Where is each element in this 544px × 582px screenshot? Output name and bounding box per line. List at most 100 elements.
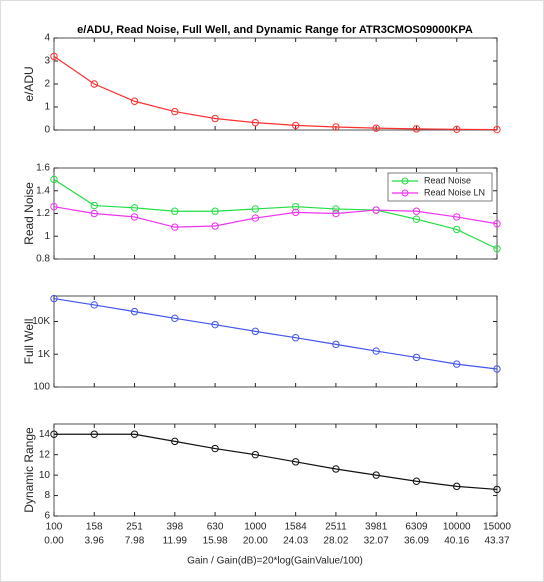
data-point — [332, 340, 340, 349]
data-point — [171, 223, 179, 231]
data-point — [372, 124, 380, 132]
y-tick-label: 1.4 — [36, 185, 50, 196]
data-point — [171, 107, 179, 116]
x-tick-sublabel: 36.09 — [404, 536, 429, 547]
x-tick-sublabel: 20.00 — [243, 536, 268, 547]
data-point — [372, 471, 380, 479]
data-point — [453, 225, 461, 234]
y-tick-label: 12 — [39, 449, 51, 460]
data-point — [130, 204, 139, 212]
data-point — [291, 208, 300, 217]
data-point — [171, 437, 179, 446]
y-tick-label: 0 — [44, 125, 50, 136]
data-point — [90, 209, 98, 218]
data-point — [412, 125, 421, 133]
x-tick-label: 3981 — [365, 522, 388, 533]
data-point — [493, 220, 501, 228]
plot-area — [53, 37, 498, 131]
data-point — [90, 430, 98, 438]
data-point — [211, 207, 219, 215]
y-tick-label: 6 — [44, 511, 50, 522]
chart-title: e/ADU, Read Noise, Full Well, and Dynami… — [77, 24, 473, 36]
data-point — [453, 482, 461, 491]
data-point — [493, 365, 501, 373]
data-point — [171, 314, 179, 323]
data-point — [493, 245, 501, 253]
data-point — [493, 125, 501, 134]
data-point — [251, 327, 260, 336]
y-tick-label: 0.8 — [36, 254, 50, 265]
data-line — [53, 298, 498, 370]
data-point — [211, 114, 219, 123]
x-tick-label: 158 — [86, 522, 103, 533]
legend-marker — [401, 189, 409, 197]
x-tick-sublabel: 28.02 — [323, 536, 348, 547]
data-point — [332, 123, 340, 131]
y-tick-label: 10K — [32, 316, 50, 327]
data-point — [50, 430, 58, 438]
data-point — [291, 202, 300, 211]
x-tick-label: 6309 — [405, 522, 428, 533]
legend-marker — [401, 177, 409, 185]
data-point — [291, 458, 300, 466]
x-tick-label: 10000 — [443, 522, 471, 533]
y-axis-label: Dynamic Range — [22, 427, 36, 513]
y-tick-label: 2 — [44, 79, 50, 90]
data-point — [171, 207, 179, 215]
y-tick-label: 1K — [38, 349, 51, 360]
data-point — [90, 301, 98, 309]
x-tick-label: 1000 — [244, 522, 267, 533]
data-point — [453, 125, 461, 134]
data-point — [50, 202, 58, 211]
y-tick-label: 1 — [44, 102, 50, 113]
data-point — [130, 213, 139, 221]
y-axis-label: Full Well — [22, 319, 36, 365]
y-tick-label: 8 — [44, 490, 50, 501]
data-line — [54, 433, 498, 491]
data-point — [130, 97, 139, 105]
y-axis-label: Read Noise — [22, 182, 36, 245]
plot-area — [53, 423, 498, 517]
data-point — [412, 477, 421, 485]
y-tick-label: 100 — [33, 382, 50, 393]
data-point — [291, 121, 300, 130]
y-axis-label: e/ADU — [22, 66, 36, 101]
y-tick-label: 14 — [39, 429, 51, 440]
data-point — [493, 485, 501, 494]
x-tick-sublabel: 7.98 — [125, 536, 145, 547]
data-point — [412, 207, 421, 215]
legend-label: Read Noise — [424, 175, 471, 185]
x-tick-label: 251 — [126, 522, 143, 533]
data-point — [372, 347, 380, 355]
plot-area — [53, 295, 498, 388]
data-point — [50, 175, 58, 184]
data-point — [211, 444, 219, 453]
data-line — [53, 178, 498, 250]
data-point — [50, 52, 58, 61]
x-tick-sublabel: 43.37 — [484, 536, 509, 547]
data-point — [251, 205, 260, 213]
data-point — [372, 206, 380, 214]
data-line — [53, 55, 498, 131]
data-point — [251, 450, 260, 459]
x-axis-label: Gain / Gain(dB)=20*log(GainValue/100) — [187, 556, 363, 567]
data-point — [291, 333, 300, 342]
data-point — [251, 214, 260, 222]
y-tick-label: 4 — [44, 33, 50, 44]
y-tick-label: 1.2 — [36, 208, 50, 219]
data-point — [332, 209, 340, 218]
y-tick-label: 10 — [39, 470, 51, 481]
x-tick-sublabel: 0.00 — [44, 536, 64, 547]
data-point — [412, 353, 421, 362]
y-tick-label: 1 — [44, 231, 50, 242]
data-point — [332, 205, 340, 213]
data-point — [251, 118, 260, 127]
x-tick-label: 15000 — [483, 522, 511, 533]
data-point — [453, 213, 461, 221]
data-point — [412, 215, 421, 223]
x-tick-label: 398 — [166, 522, 183, 533]
x-tick-sublabel: 32.07 — [364, 536, 389, 547]
data-point — [90, 201, 98, 210]
data-line — [53, 206, 498, 228]
